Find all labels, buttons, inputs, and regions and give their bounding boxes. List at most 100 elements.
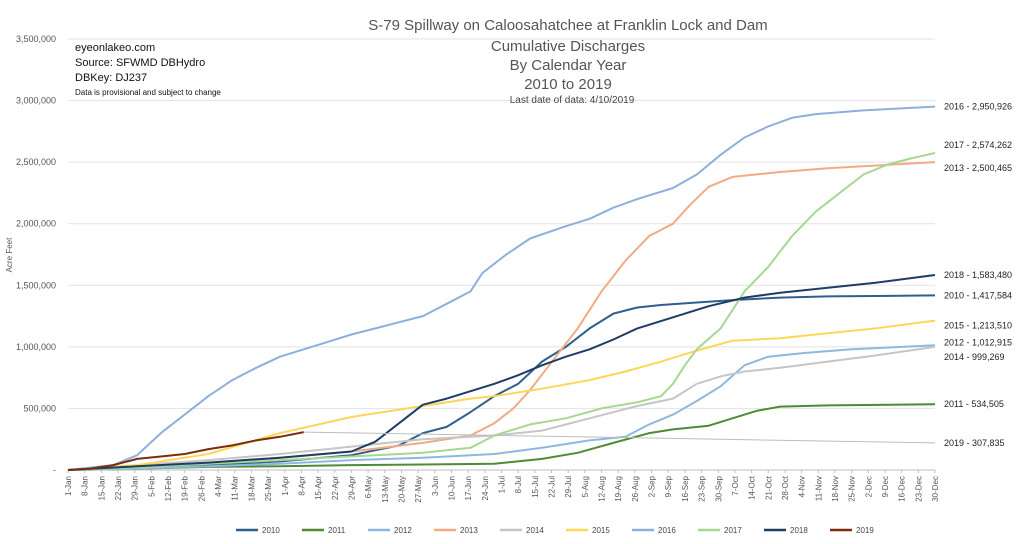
- x-tick-label: 23-Dec: [914, 476, 923, 502]
- legend-label-2018: 2018: [790, 526, 808, 535]
- series-line-2010: [67, 294, 936, 471]
- end-label-2016: 2016 - 2,950,926: [944, 102, 1012, 112]
- x-axis-ticks: 1-Jan 8-Jan 15-Jan 22-Jan 29-Jan 5-Feb 12-Feb 1…: [64, 470, 940, 503]
- x-tick-label: 12-Feb: [164, 475, 173, 501]
- legend-label-2016: 2016: [658, 526, 676, 535]
- x-tick-label: 23-Sep: [698, 475, 707, 501]
- series-line-2018: [67, 274, 936, 471]
- series-line-2019: [67, 431, 304, 471]
- x-tick-label: 4-Mar: [214, 476, 223, 497]
- x-tick-label: 22-Jan: [114, 476, 123, 500]
- legend-label-2014: 2014: [526, 526, 544, 535]
- x-tick-label: 8-Apr: [297, 476, 306, 496]
- y-axis-label: Acre Feet: [5, 237, 14, 272]
- x-tick-label: 1-Jul: [498, 476, 507, 494]
- y-tick-label: 2,500,000: [16, 157, 56, 167]
- x-tick-label: 22-Apr: [331, 476, 340, 500]
- legend-label-2013: 2013: [460, 526, 478, 535]
- title-line-4: 2010 to 2019: [524, 76, 612, 93]
- x-tick-label: 25-Nov: [848, 476, 857, 502]
- chart-title: S-79 Spillway on Caloosahatchee at Frank…: [368, 17, 767, 93]
- end-label-2017: 2017 - 2,574,262: [944, 140, 1012, 150]
- x-tick-label: 1-Apr: [281, 476, 290, 496]
- x-tick-label: 8-Jan: [81, 476, 90, 496]
- series-line-2011: [67, 403, 936, 471]
- x-tick-label: 29-Apr: [347, 476, 356, 500]
- x-tick-label: 26-Aug: [631, 476, 640, 502]
- x-tick-label: 25-Mar: [264, 476, 273, 502]
- end-label-2011: 2011 - 534,505: [944, 399, 1004, 409]
- x-tick-label: 16-Sep: [681, 475, 690, 501]
- x-tick-label: 15-Apr: [314, 476, 323, 500]
- x-tick-label: 18-Mar: [247, 476, 256, 502]
- x-tick-label: 29-Jan: [131, 476, 140, 500]
- x-tick-label: 19-Feb: [181, 475, 190, 501]
- x-tick-label: 2-Dec: [864, 476, 873, 497]
- series-line-2014: [67, 345, 936, 471]
- info-site: eyeonlakeo.com: [75, 42, 155, 54]
- series-2019-trend-line: [303, 431, 936, 444]
- y-tick-label: 1,000,000: [16, 342, 56, 352]
- x-tick-label: 18-Nov: [831, 476, 840, 502]
- x-tick-label: 19-Aug: [614, 476, 623, 502]
- x-tick-label: 11-Mar: [231, 476, 240, 501]
- x-tick-label: 13-May: [381, 476, 390, 503]
- x-tick-label: 21-Oct: [764, 475, 773, 500]
- x-tick-label: 26-Feb: [197, 475, 206, 501]
- x-tick-label: 5-Feb: [147, 475, 156, 496]
- x-tick-label: 7-Oct: [731, 475, 740, 495]
- x-tick-label: 2-Sep: [648, 475, 657, 497]
- title-line-2: Cumulative Discharges: [491, 38, 645, 55]
- end-label-2012: 2012 - 1,012,915: [944, 337, 1012, 347]
- x-tick-label: 12-Aug: [598, 476, 607, 502]
- x-tick-label: 3-Jun: [431, 476, 440, 496]
- legend: 2010 2011 2012 2013 2014 2015 2016 2017 2018 2019: [236, 526, 874, 535]
- x-tick-label: 29-Jul: [564, 476, 573, 498]
- end-label-2014: 2014 - 999,269: [944, 352, 1005, 362]
- end-label-2018: 2018 - 1,583,480: [944, 270, 1012, 280]
- y-tick-label: 3,500,000: [16, 34, 56, 44]
- y-tick-label: -: [53, 465, 56, 475]
- legend-label-2015: 2015: [592, 526, 610, 535]
- x-tick-label: 4-Nov: [798, 476, 807, 497]
- series-line-2013: [67, 161, 936, 471]
- x-tick-label: 15-Jan: [97, 476, 106, 500]
- y-tick-label: 3,000,000: [16, 96, 56, 106]
- x-tick-label: 14-Oct: [748, 475, 757, 500]
- series-line-2016: [67, 105, 936, 471]
- last-date-label: Last date of data: 4/10/2019: [510, 95, 635, 106]
- end-label-2015: 2015 - 1,213,510: [944, 321, 1012, 331]
- legend-label-2011: 2011: [328, 526, 346, 535]
- end-label-2010: 2010 - 1,417,584: [944, 290, 1012, 300]
- series-line-2012: [67, 344, 936, 471]
- legend-label-2017: 2017: [724, 526, 742, 535]
- legend-label-2012: 2012: [394, 526, 412, 535]
- series-line-2015: [67, 319, 936, 471]
- info-source: Source: SFWMD DBHydro: [75, 57, 205, 69]
- y-tick-label: 2,000,000: [16, 219, 56, 229]
- x-tick-label: 5-Aug: [581, 476, 590, 497]
- series-line-2017: [67, 152, 936, 471]
- legend-label-2010: 2010: [262, 526, 280, 535]
- legend-label-2019: 2019: [856, 526, 874, 535]
- x-tick-label: 9-Sep: [664, 475, 673, 497]
- end-label-2019: 2019 - 307,835: [944, 438, 1005, 448]
- x-tick-label: 30-Sep: [714, 475, 723, 501]
- x-tick-label: 17-Jun: [464, 476, 473, 500]
- y-tick-label: 500,000: [23, 403, 56, 413]
- y-axis-ticks: - 500,000 1,000,000 1,500,000 2,000,000 2,500…: [16, 34, 56, 475]
- title-line-3: By Calendar Year: [510, 57, 627, 74]
- info-dbkey: DBKey: DJ237: [75, 72, 147, 84]
- end-label-2013: 2013 - 2,500,465: [944, 163, 1012, 173]
- x-tick-label: 9-Dec: [881, 476, 890, 497]
- y-tick-label: 1,500,000: [16, 280, 56, 290]
- title-line-1: S-79 Spillway on Caloosahatchee at Frank…: [368, 17, 767, 34]
- info-disclaimer: Data is provisional and subject to chang…: [75, 88, 221, 97]
- x-tick-label: 10-Jun: [447, 476, 456, 500]
- x-tick-label: 24-Jun: [481, 476, 490, 500]
- x-tick-label: 27-May: [414, 476, 423, 503]
- x-tick-label: 6-May: [364, 476, 373, 498]
- x-tick-label: 16-Dec: [898, 476, 907, 502]
- x-tick-label: 1-Jan: [64, 476, 73, 496]
